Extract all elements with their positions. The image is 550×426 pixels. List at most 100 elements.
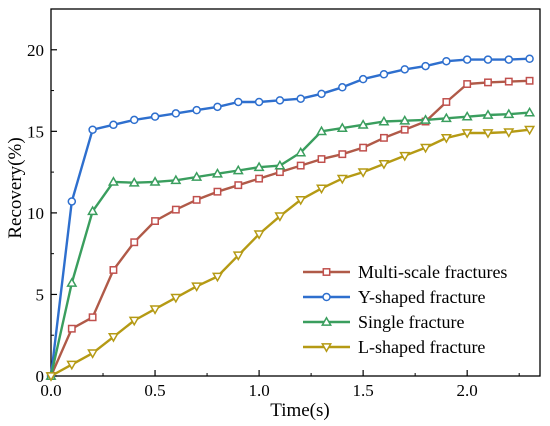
data-point [316, 125, 328, 136]
data-point [357, 168, 369, 178]
data-point [378, 160, 390, 170]
data-point [275, 168, 284, 177]
legend-label: L-shaped fracture [358, 337, 485, 357]
data-point [232, 251, 244, 262]
data-point [336, 174, 348, 185]
legend-swatch-marker [321, 316, 332, 326]
data-point [317, 89, 326, 99]
data-point [462, 55, 472, 64]
plot-area: 0.0 0.5 1.0 1.5 2.0 0 5 10 15 20 [27, 8, 541, 400]
y-tick-label: 15 [27, 122, 44, 141]
data-point [171, 205, 180, 214]
data-point [296, 94, 305, 103]
data-point [357, 119, 369, 129]
data-point [524, 106, 536, 117]
data-point [420, 114, 432, 124]
data-point [504, 55, 514, 64]
data-point [66, 360, 78, 371]
data-point [274, 159, 286, 170]
data-point [129, 115, 139, 125]
data-point [461, 129, 473, 139]
data-point [379, 69, 389, 79]
data-point [442, 56, 451, 66]
data-point [336, 122, 348, 132]
data-point [234, 181, 243, 190]
x-tick-label: 0.5 [144, 381, 165, 400]
data-point [503, 128, 515, 138]
data-point [128, 177, 140, 187]
data-point [67, 324, 76, 333]
legend-entry: Multi-scale fractures [303, 262, 507, 282]
data-point [399, 151, 411, 162]
data-point [88, 313, 97, 322]
data-point [254, 97, 264, 107]
data-point [213, 102, 222, 112]
data-point [170, 174, 182, 185]
series-multi-scale-fractures [47, 76, 534, 380]
data-point [191, 282, 203, 293]
plot-frame [50, 8, 541, 377]
data-point [130, 238, 139, 247]
y-tick-label: 10 [27, 204, 44, 223]
data-point [420, 143, 432, 154]
data-point [482, 109, 494, 119]
x-tick-label: 2.0 [457, 381, 478, 400]
data-point [255, 174, 264, 183]
data-point [503, 108, 515, 119]
data-point [316, 184, 328, 195]
data-point [295, 146, 307, 157]
series-single-fracture [45, 106, 536, 380]
legend-entry: L-shaped fracture [303, 337, 485, 357]
data-point [338, 83, 347, 92]
data-point [107, 176, 119, 186]
data-point [440, 112, 452, 123]
data-point [107, 332, 119, 343]
legend-label: Single fracture [358, 312, 464, 332]
data-point [400, 125, 409, 134]
series-layer [45, 54, 536, 382]
data-point [232, 164, 244, 175]
data-point [170, 293, 182, 304]
data-point [463, 80, 472, 88]
data-point [525, 54, 534, 63]
data-point [525, 76, 534, 85]
y-tick-label: 20 [27, 41, 44, 60]
data-point [149, 176, 161, 186]
data-point [149, 305, 161, 315]
data-point [150, 112, 160, 121]
data-point [317, 155, 326, 164]
data-point [234, 97, 243, 107]
data-point [378, 115, 390, 126]
series-y-shaped-fracture [46, 54, 534, 381]
data-point [192, 195, 201, 204]
y-tick-label: 0 [36, 367, 45, 386]
data-point [211, 272, 223, 283]
data-point [274, 212, 286, 222]
legend: Multi-scale fractures Y-shaped fracture Si… [303, 262, 507, 357]
y-tick-label: 5 [36, 285, 45, 304]
data-point [482, 129, 494, 139]
series-l-shaped-fracture [45, 125, 536, 382]
data-point [483, 55, 493, 64]
data-point [524, 125, 536, 136]
legend-swatch-marker [322, 268, 331, 276]
data-point [440, 133, 452, 144]
data-point [504, 77, 513, 86]
x-axis-label: Time(s) [270, 400, 329, 421]
x-tick-label: 1.0 [248, 381, 269, 400]
data-point [442, 98, 451, 106]
data-point [421, 61, 430, 71]
data-point [192, 105, 201, 115]
x-tick-label: 1.5 [353, 381, 374, 400]
data-point [399, 115, 411, 125]
legend-swatch-marker [321, 343, 332, 353]
data-point [88, 125, 97, 134]
data-point [45, 372, 57, 382]
data-point [66, 277, 78, 287]
data-point [128, 316, 140, 327]
data-point [67, 197, 77, 206]
legend-entry: Y-shaped fracture [303, 287, 485, 307]
data-point [358, 74, 368, 84]
data-point [461, 110, 473, 121]
data-point [253, 161, 265, 172]
